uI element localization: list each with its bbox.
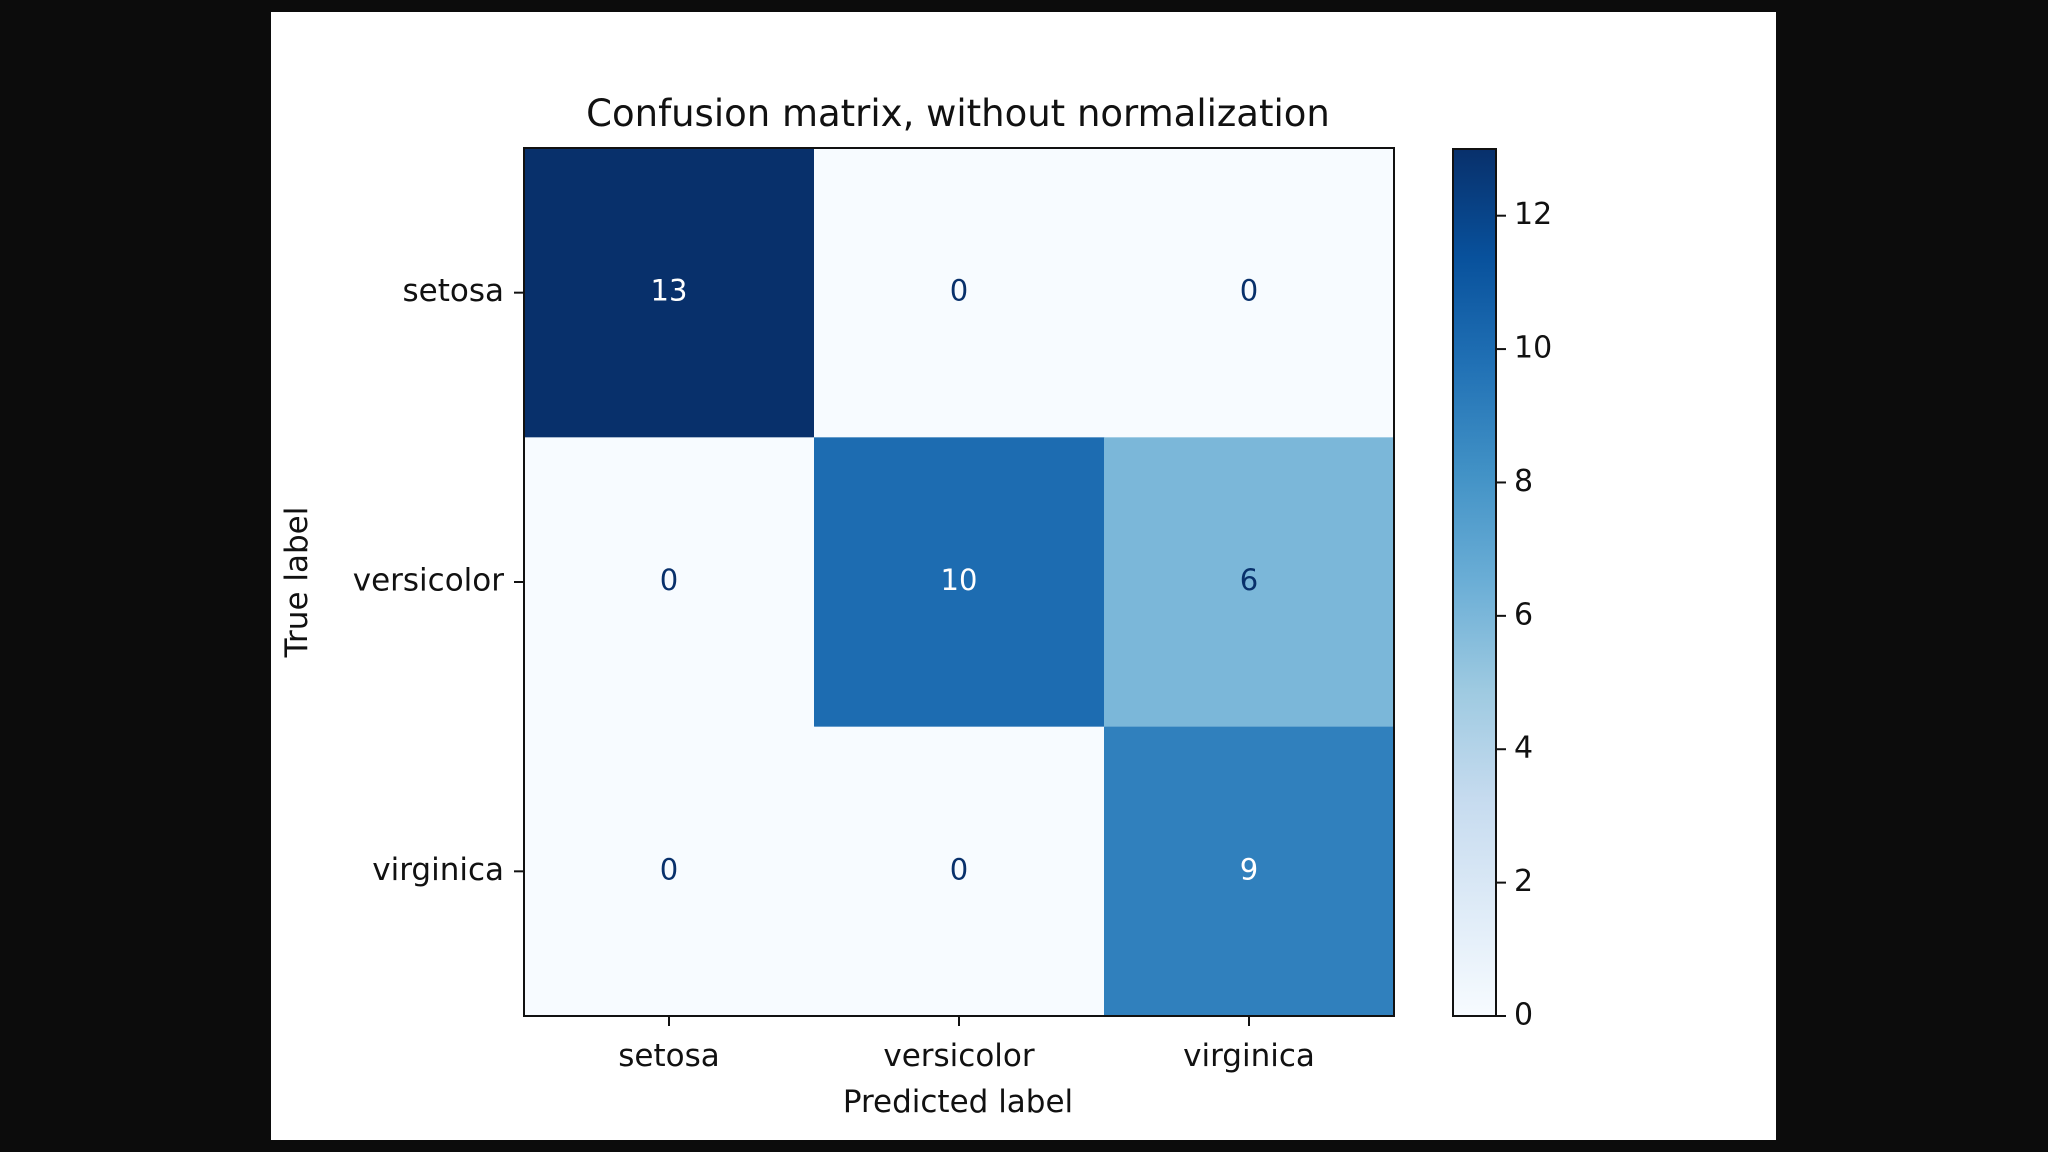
heatmap-cell [1104,437,1395,728]
x-tick-label: setosa [618,1038,720,1074]
colorbar-tick-label: 2 [1514,864,1533,899]
heatmap-cell [524,726,815,1017]
heatmap-cell [524,437,815,728]
colorbar-tick-label: 8 [1514,464,1533,499]
y-axis-label: True label [279,507,315,659]
colorbar-tick-label: 0 [1514,998,1533,1033]
x-axis-label: Predicted label [843,1084,1073,1120]
heatmap-cell [814,437,1105,728]
cell-value-label: 6 [1240,563,1258,597]
colorbar-tick-label: 10 [1514,331,1552,366]
cell-value-label: 10 [941,563,978,597]
cell-value-label: 0 [660,852,678,886]
heatmap-cell [814,148,1105,438]
y-tick-label: setosa [403,273,505,309]
heatmap-cell [524,148,815,438]
colorbar-tick-label: 12 [1514,197,1552,232]
y-tick-label: versicolor [353,563,505,599]
colorbar-tick-label: 4 [1514,731,1533,766]
cell-value-label: 0 [950,852,968,886]
heatmap-cell [814,726,1105,1017]
colorbar-tick-label: 6 [1514,597,1533,632]
heatmap-cell [1104,148,1395,438]
cell-value-label: 0 [950,274,968,308]
y-tick-label: virginica [372,852,504,888]
cell-value-label: 0 [1240,274,1258,308]
heatmap-cell [1104,726,1395,1017]
cell-value-label: 0 [660,563,678,597]
confusion-matrix-chart: Confusion matrix, without normalization … [279,92,1552,1120]
x-tick-label: versicolor [883,1038,1035,1074]
cell-value-label: 13 [651,274,688,308]
colorbar [1452,148,1497,1017]
cell-value-label: 9 [1240,852,1258,886]
x-tick-label: virginica [1183,1038,1315,1074]
figure-canvas: Confusion matrix, without normalization … [271,12,1776,1140]
chart-title: Confusion matrix, without normalization [586,92,1330,135]
